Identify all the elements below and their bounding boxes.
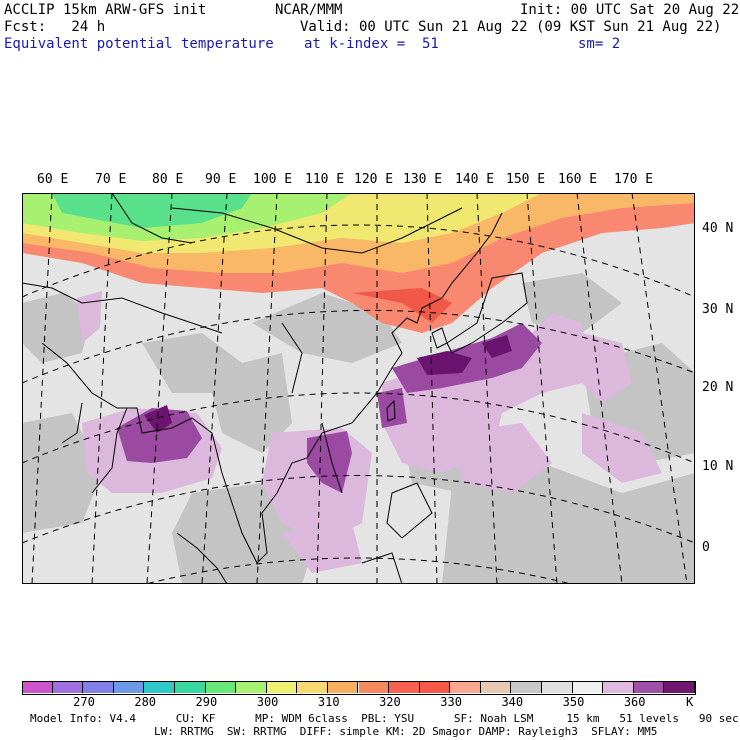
green-band [52,193,252,228]
lon-label: 110 E [305,172,345,187]
colorbar-swatch [450,681,481,693]
graticule [22,193,695,584]
colorbar-swatch [52,681,84,693]
lon-label: 90 E [205,172,237,187]
model-title: ACCLIP 15km ARW-GFS init [4,2,207,18]
colorbar-tick-label: 280 [134,695,157,709]
level-index: at k-index = 51 [304,36,439,52]
colorbar-swatch [266,681,298,693]
model-info: Model Info: V4.4 CU: KF MP: WDM 6class P… [30,712,739,725]
colorbar-tick-label: 290 [195,695,218,709]
lat-label: 20 N [702,380,734,395]
colorbar-tick-label: 340 [501,695,524,709]
colorbar-unit: K [686,695,694,709]
valid-time: Valid: 00 UTC Sun 21 Aug 22 (09 KST Sun … [300,19,722,35]
colorbar-swatch [236,681,267,693]
lon-label: 80 E [152,172,184,187]
lon-label: 170 E [614,172,654,187]
colorbar-tick-label: 360 [623,695,646,709]
colorbar-swatch [22,681,53,693]
lon-label: 140 E [455,172,495,187]
colorbar-swatch [297,681,328,693]
colorbar-swatch [358,681,390,693]
lon-label: 120 E [354,172,394,187]
colorbar-swatch [144,681,175,693]
lon-label: 160 E [558,172,598,187]
colorbar-swatch [205,681,237,693]
colorbar-swatch [113,681,145,693]
colorbar-tick-label: 270 [73,695,95,709]
colorbar-tick-label: 300 [256,695,279,709]
forecast-hour: Fcst: 24 h [4,19,106,35]
lat-label: 30 N [702,302,734,317]
colorbar-swatch [572,681,604,693]
colorbar-swatch [419,681,451,693]
colorbar-swatch [174,681,206,693]
colorbar-swatch [83,681,114,693]
dark-purple-cores [144,335,512,433]
colorbar-tick-label: 320 [379,695,401,709]
field-name: Equivalent potential temperature [4,36,274,52]
lat-label: 40 N [702,221,734,236]
colorbar-swatch [389,681,420,693]
colorbar-swatch [664,681,695,693]
colorbar-tick-label: 310 [317,695,340,709]
lat-label: 10 N [702,459,734,474]
theta-e-map [22,193,695,584]
colorbar-swatch [480,681,512,693]
colorbar-tick-label: 330 [440,695,462,709]
init-time: Init: 00 UTC Sat 20 Aug 22 [520,2,740,18]
lon-label: 60 E [37,172,69,187]
map-frame [22,193,695,584]
colorbar-swatch [511,681,543,693]
physics-info: LW: RRTMG SW: RRTMG DIFF: simple KM: 2D … [154,725,658,738]
institution-label: NCAR/MMM [275,2,343,18]
smoothing-label: sm= 2 [578,36,621,52]
colorbar-swatch [603,681,634,693]
lon-label: 70 E [95,172,127,187]
colorbar-frame [22,681,696,695]
colorbar-swatch [327,681,359,693]
lon-label: 100 E [253,172,293,187]
lon-label: 150 E [506,172,546,187]
colorbar-swatch [633,681,665,693]
colorbar-swatch [542,681,573,693]
lon-label: 130 E [403,172,443,187]
colorbar-tick-label: 350 [562,695,585,709]
lat-label: 0 [702,540,710,555]
